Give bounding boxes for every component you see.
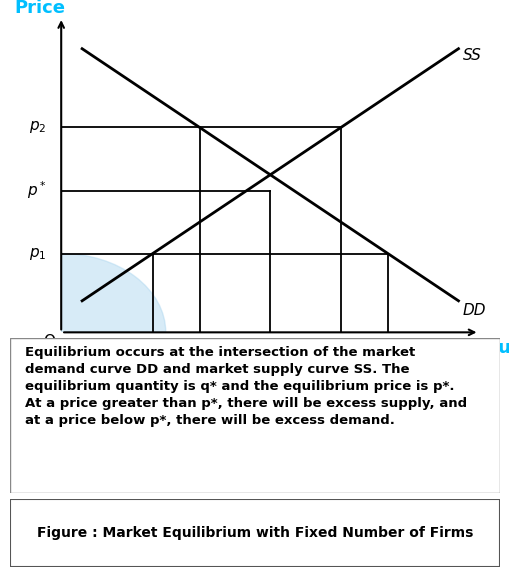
FancyBboxPatch shape (10, 338, 499, 493)
Text: $p_2$: $p_2$ (29, 120, 46, 135)
Text: DD: DD (462, 303, 485, 318)
Text: $q'_1$: $q'_1$ (143, 347, 162, 365)
Text: $q^*$: $q^*$ (261, 347, 279, 368)
Text: Equilibrium occurs at the intersection of the market
demand curve DD and market : Equilibrium occurs at the intersection o… (25, 346, 466, 427)
FancyBboxPatch shape (10, 499, 499, 567)
Text: Figure : Market Equilibrium with Fixed Number of Firms: Figure : Market Equilibrium with Fixed N… (37, 526, 472, 540)
Text: $q'_2$: $q'_2$ (189, 347, 209, 365)
Text: Quantity: Quantity (483, 339, 509, 357)
Text: $p_1$: $p_1$ (29, 246, 46, 261)
Text: $q_2$: $q_2$ (332, 347, 348, 362)
Wedge shape (61, 253, 165, 332)
Text: $q_1$: $q_1$ (379, 347, 395, 362)
Text: Price: Price (15, 0, 66, 17)
Text: $p^*$: $p^*$ (27, 180, 46, 201)
Text: O: O (43, 334, 54, 350)
Text: SS: SS (462, 48, 480, 62)
